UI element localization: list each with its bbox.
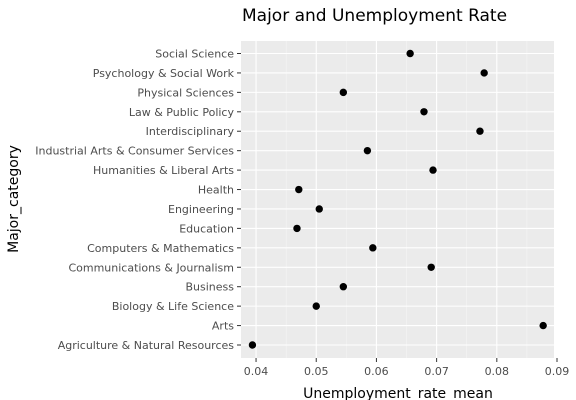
y-tick-label: Communications & Journalism [68, 261, 234, 274]
x-tick-label: 0.06 [364, 365, 389, 378]
data-point [295, 185, 303, 194]
data-point [339, 283, 348, 291]
data-point [339, 88, 348, 97]
x-tick-label: 0.04 [244, 365, 269, 378]
y-tick-label: Computers & Mathematics [87, 242, 234, 255]
data-point [480, 69, 488, 77]
chart-title: Major and Unemployment Rate [242, 6, 507, 26]
data-point [248, 341, 257, 349]
y-tick-label: Education [179, 222, 234, 235]
y-tick-label: Industrial Arts & Consumer Services [35, 145, 234, 158]
y-tick-label: Engineering [168, 203, 234, 216]
y-tick-label: Business [185, 281, 234, 294]
x-tick-label: 0.08 [485, 365, 510, 378]
data-point [406, 49, 414, 58]
data-point [312, 302, 320, 310]
x-tick-label: 0.05 [304, 365, 329, 378]
x-axis-title: Unemployment_rate_mean [303, 386, 493, 400]
data-point [420, 108, 428, 116]
axis-ticks [237, 53, 558, 362]
y-tick-label: Physical Sciences [137, 86, 234, 99]
data-point [427, 263, 435, 271]
data-point [293, 224, 301, 233]
y-tick-label: Agriculture & Natural Resources [58, 339, 235, 352]
y-tick-label: Humanities & Liberal Arts [93, 164, 234, 177]
plot-panel [241, 41, 554, 358]
x-axis-tick-labels: 0.04 0.05 0.06 0.07 0.08 0.09 [244, 365, 569, 378]
y-tick-label: Psychology & Social Work [93, 67, 235, 80]
data-point [363, 146, 372, 155]
data-point [476, 127, 484, 135]
grid-lines [241, 41, 558, 358]
data-point [429, 166, 437, 174]
x-tick-label: 0.09 [545, 365, 570, 378]
y-tick-label: Interdisciplinary [146, 125, 235, 138]
y-tick-label: Arts [212, 320, 234, 333]
y-tick-label: Social Science [155, 48, 234, 61]
data-point [315, 205, 323, 213]
y-axis-tick-labels: Agriculture & Natural Resources Arts Biolo… [35, 48, 234, 353]
data-point [369, 244, 377, 252]
y-tick-label: Law & Public Policy [129, 106, 235, 119]
y-tick-label: Health [198, 184, 234, 197]
y-axis-title: Major_category [6, 145, 22, 253]
y-tick-label: Biology & Life Science [112, 300, 234, 313]
data-point [539, 321, 547, 330]
data-points [248, 49, 547, 349]
x-tick-label: 0.07 [424, 365, 449, 378]
